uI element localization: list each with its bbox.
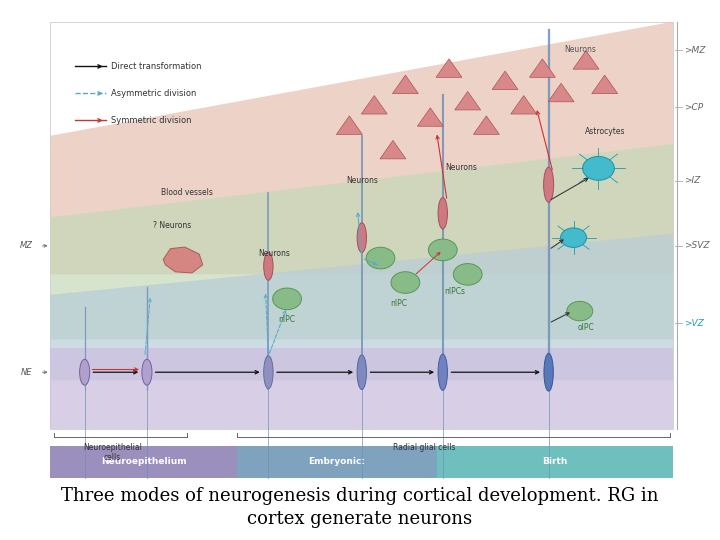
Polygon shape (529, 59, 555, 77)
Text: >VZ: >VZ (684, 319, 703, 328)
Polygon shape (50, 234, 673, 380)
Text: ? Neurons: ? Neurons (153, 220, 191, 230)
Polygon shape (418, 108, 444, 126)
Text: >IZ: >IZ (684, 176, 701, 185)
Ellipse shape (438, 198, 447, 229)
Text: oIPC: oIPC (577, 323, 595, 332)
Ellipse shape (264, 356, 273, 389)
Text: Birth: Birth (542, 457, 567, 466)
Text: Neuroepithelial
cells: Neuroepithelial cells (84, 443, 142, 462)
Text: nIPCs: nIPCs (445, 287, 466, 295)
Polygon shape (336, 116, 362, 134)
Polygon shape (510, 96, 536, 114)
Text: Neuroepithelium: Neuroepithelium (101, 457, 186, 466)
Bar (436, 446, 673, 478)
Text: nIPC: nIPC (391, 299, 408, 308)
Polygon shape (548, 83, 574, 102)
Circle shape (567, 301, 593, 321)
Polygon shape (50, 348, 673, 429)
Text: Embryonic:: Embryonic: (308, 457, 365, 466)
Text: Direct transformation: Direct transformation (112, 62, 202, 71)
Text: MZ: MZ (19, 241, 32, 251)
Polygon shape (392, 75, 418, 93)
Text: cortex generate neurons: cortex generate neurons (248, 510, 472, 529)
Ellipse shape (142, 359, 152, 385)
Polygon shape (492, 71, 518, 90)
Text: Symmetric division: Symmetric division (112, 116, 192, 125)
Bar (238, 446, 436, 478)
Text: Blood vessels: Blood vessels (161, 188, 213, 197)
Text: Neurons: Neurons (446, 164, 477, 172)
Polygon shape (455, 91, 481, 110)
Circle shape (366, 247, 395, 269)
Ellipse shape (264, 252, 273, 280)
Text: Asymmetric division: Asymmetric division (112, 89, 197, 98)
Bar (50, 446, 238, 478)
Circle shape (428, 239, 457, 261)
Ellipse shape (544, 353, 553, 391)
Polygon shape (474, 116, 500, 134)
Circle shape (273, 288, 302, 309)
Ellipse shape (80, 359, 90, 385)
Polygon shape (436, 59, 462, 77)
Polygon shape (361, 96, 387, 114)
Polygon shape (50, 22, 673, 274)
Circle shape (454, 264, 482, 285)
Ellipse shape (357, 355, 366, 389)
Text: Neurons: Neurons (346, 176, 378, 185)
Polygon shape (573, 51, 599, 69)
Bar (50, 22, 673, 429)
Text: Three modes of neurogenesis during cortical development. RG in: Three modes of neurogenesis during corti… (61, 487, 659, 505)
Ellipse shape (544, 167, 554, 202)
Circle shape (561, 228, 587, 247)
Text: Radial glial cells: Radial glial cells (393, 443, 455, 452)
Text: >MZ: >MZ (684, 46, 706, 55)
Polygon shape (163, 247, 203, 273)
Polygon shape (50, 144, 673, 340)
Circle shape (582, 157, 614, 180)
Circle shape (391, 272, 420, 293)
Ellipse shape (438, 354, 447, 390)
Text: Astrocytes: Astrocytes (585, 127, 625, 136)
Text: nIPC: nIPC (279, 315, 296, 324)
Polygon shape (592, 75, 618, 93)
Text: Neurons: Neurons (258, 249, 291, 258)
Ellipse shape (357, 223, 366, 253)
Polygon shape (380, 140, 406, 159)
Text: Neurons: Neurons (564, 45, 595, 54)
Text: >CP: >CP (684, 103, 703, 112)
Text: NE: NE (21, 368, 32, 377)
Text: >SVZ: >SVZ (684, 241, 709, 251)
